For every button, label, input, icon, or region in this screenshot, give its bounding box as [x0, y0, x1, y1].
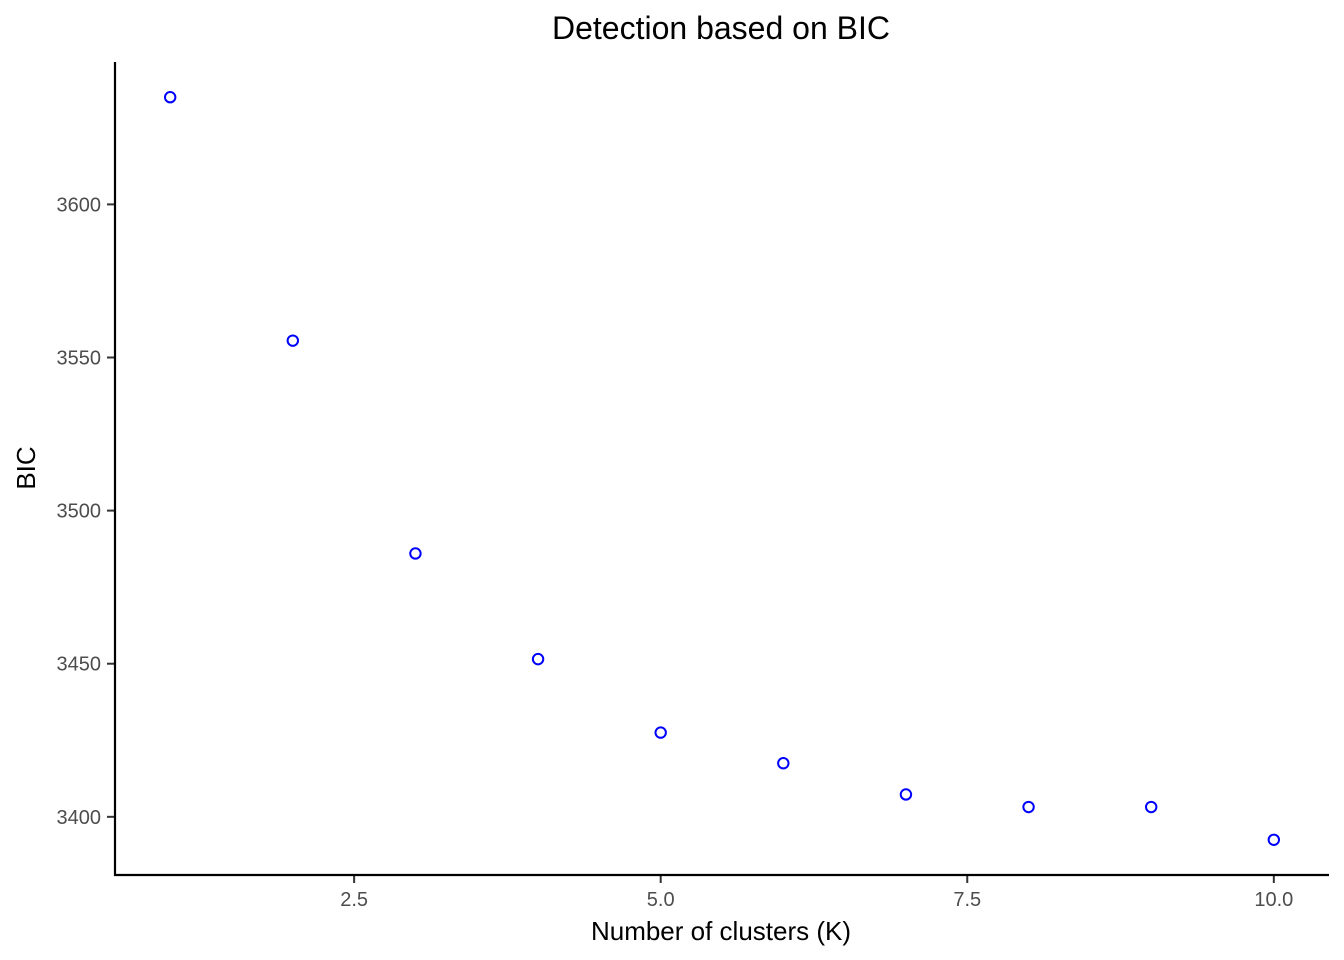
data-point — [531, 652, 545, 666]
chart-title: Detection based on BIC — [552, 10, 890, 46]
x-tick-label: 10.0 — [1254, 889, 1293, 911]
x-tick-label: 7.5 — [953, 889, 981, 911]
y-tick-label: 3450 — [57, 654, 102, 676]
data-point — [409, 547, 422, 560]
x-axis-title: Number of clusters (K) — [591, 916, 851, 946]
data-point — [163, 91, 177, 104]
data-point — [899, 788, 913, 801]
y-axis-ticks: 3400 3450 3500 3550 3600 — [57, 194, 115, 829]
y-tick-label: 3600 — [57, 194, 102, 216]
y-axis-title: BIC — [11, 446, 41, 489]
data-point — [777, 757, 790, 770]
x-axis-ticks: 2.5 5.0 7.5 10.0 — [340, 875, 1293, 911]
y-tick-label: 3400 — [57, 807, 102, 829]
x-tick-label: 5.0 — [647, 889, 675, 911]
data-point — [286, 334, 300, 347]
y-tick-label: 3500 — [57, 501, 102, 523]
data-points — [163, 91, 1281, 846]
data-point — [1144, 800, 1158, 814]
data-point — [654, 726, 667, 739]
x-tick-label: 2.5 — [340, 889, 368, 911]
y-tick-label: 3550 — [57, 347, 102, 369]
data-point — [1267, 833, 1281, 846]
data-point — [1022, 800, 1035, 814]
